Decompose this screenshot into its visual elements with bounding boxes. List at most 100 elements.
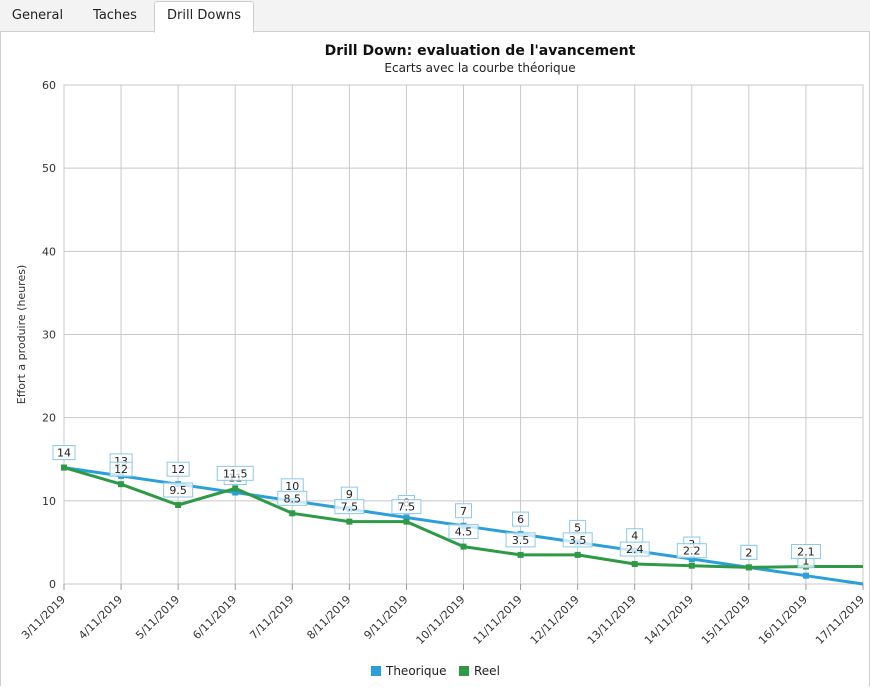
data-label-box bbox=[619, 541, 650, 557]
drill-down-panel: 0 10 20 30 40 50 60 3/11/2019 4/11/2019 5/11/2019… bbox=[0, 32, 870, 686]
y-tick-label: 40 bbox=[42, 245, 56, 258]
data-label-text: 3.5 bbox=[512, 534, 530, 547]
y-tick-label: 50 bbox=[42, 162, 56, 175]
series-point-theorique bbox=[232, 489, 239, 496]
x-tick-label: 10/11/2019 bbox=[414, 593, 468, 647]
y-tick-label: 0 bbox=[49, 578, 56, 591]
series-point-reel bbox=[688, 562, 695, 569]
data-label-box bbox=[216, 465, 254, 481]
legend-label-reel: Reel bbox=[474, 664, 500, 678]
data-label-reel: 2.4 bbox=[619, 541, 650, 557]
data-label-reel: 9.5 bbox=[163, 482, 194, 498]
data-label-text: 6 bbox=[517, 513, 524, 526]
series-point-reel bbox=[346, 518, 353, 525]
data-label-text: 2.4 bbox=[626, 543, 644, 556]
data-label-theorique: 9 bbox=[340, 486, 358, 502]
data-label-theorique: 4 bbox=[626, 528, 644, 544]
x-tick-label: 15/11/2019 bbox=[699, 593, 753, 647]
series-point-theorique bbox=[802, 572, 809, 579]
data-label-text: 2 bbox=[745, 546, 752, 559]
data-label-box bbox=[334, 499, 365, 515]
data-label-text: 14 bbox=[57, 447, 71, 460]
y-tick-label: 10 bbox=[42, 495, 56, 508]
series-point-reel bbox=[61, 464, 67, 471]
data-label-reel: 2.1 bbox=[790, 544, 821, 560]
series-point-reel bbox=[232, 485, 239, 492]
data-label-text: 10 bbox=[285, 480, 299, 493]
data-label-box bbox=[676, 543, 707, 559]
data-label-text: 12 bbox=[114, 463, 128, 476]
data-label-text: 4 bbox=[631, 530, 638, 543]
data-label-text: 7.5 bbox=[341, 501, 359, 514]
data-label-box bbox=[52, 445, 76, 461]
data-label-box bbox=[790, 544, 821, 560]
data-label-box bbox=[448, 524, 479, 540]
chart-subtitle: Ecarts avec la courbe théorique bbox=[384, 61, 575, 75]
data-label-box bbox=[277, 490, 308, 506]
data-label-theorique: 10 bbox=[280, 478, 304, 494]
data-label-theorique: 5 bbox=[569, 519, 587, 535]
data-label-box bbox=[740, 544, 758, 560]
data-label-text: 9.5 bbox=[169, 484, 187, 497]
series-point-reel bbox=[745, 564, 752, 571]
tab-bar: General Taches Drill Downs bbox=[0, 0, 870, 33]
data-label-box bbox=[512, 511, 530, 527]
x-tick-label: 13/11/2019 bbox=[585, 593, 639, 647]
tab-drill-downs[interactable]: Drill Downs bbox=[154, 1, 254, 33]
data-label-reel: 4.5 bbox=[448, 524, 479, 540]
data-label-reel: 2 bbox=[740, 544, 758, 560]
x-tick-label: 14/11/2019 bbox=[642, 593, 696, 647]
data-label-text: 7.5 bbox=[398, 501, 416, 514]
data-label-text: 1 bbox=[802, 555, 809, 568]
data-label-reel: 12 bbox=[109, 461, 133, 477]
data-label-theorique: 7 bbox=[455, 503, 472, 519]
data-label-box bbox=[505, 532, 536, 548]
series-point-reel bbox=[460, 543, 467, 550]
data-label-theorique: 6 bbox=[512, 511, 530, 527]
data-label-reel: 7.5 bbox=[334, 499, 365, 515]
x-tick-label: 16/11/2019 bbox=[756, 593, 810, 647]
y-tick-label: 30 bbox=[42, 329, 56, 342]
legend-swatch-reel bbox=[459, 666, 469, 676]
series-point-reel bbox=[175, 501, 182, 508]
y-tick-label: 60 bbox=[42, 79, 56, 92]
x-tick-label: 17/11/2019 bbox=[813, 593, 867, 647]
data-label-text: 8.5 bbox=[284, 492, 302, 505]
data-label-reel: 11.5 bbox=[216, 465, 254, 481]
data-label-box bbox=[562, 532, 593, 548]
y-tick-label: 20 bbox=[42, 412, 56, 425]
data-label-reel: 7.5 bbox=[391, 499, 422, 515]
data-label-text: 3.5 bbox=[569, 534, 587, 547]
data-label-reel: 2.2 bbox=[676, 543, 707, 559]
series-point-reel bbox=[574, 551, 581, 558]
data-label-box bbox=[166, 461, 190, 477]
data-label-text: 5 bbox=[574, 521, 581, 534]
x-tick-label: 3/11/2019 bbox=[19, 593, 68, 642]
data-label-text: 2.2 bbox=[683, 545, 701, 558]
tab-general[interactable]: General bbox=[11, 8, 64, 23]
x-tick-label: 9/11/2019 bbox=[361, 593, 410, 642]
drill-down-chart: 0 10 20 30 40 50 60 3/11/2019 4/11/2019 5/11/2019… bbox=[15, 43, 867, 678]
series-point-reel bbox=[631, 561, 638, 568]
y-axis-label: Effort a produire (heures) bbox=[15, 265, 28, 404]
data-label-reel: 14 bbox=[52, 445, 76, 461]
chart-title: Drill Down: evaluation de l'avancement bbox=[325, 43, 636, 59]
legend-label-theorique: Theorique bbox=[385, 664, 447, 678]
series-point-reel bbox=[118, 481, 125, 488]
tab-taches[interactable]: Taches bbox=[93, 8, 137, 23]
x-tick-label: 5/11/2019 bbox=[133, 593, 182, 642]
series-point-reel bbox=[517, 551, 524, 558]
data-label-text: 2.1 bbox=[797, 546, 815, 559]
x-tick-label: 12/11/2019 bbox=[528, 593, 582, 647]
data-label-box bbox=[109, 461, 133, 477]
x-tick-label: 8/11/2019 bbox=[304, 593, 353, 642]
data-label-reel: 8.5 bbox=[277, 490, 308, 506]
data-label-text: 11.5 bbox=[223, 467, 248, 480]
data-label-text: 4.5 bbox=[455, 526, 473, 539]
data-label-reel: 3.5 bbox=[505, 532, 536, 548]
data-label-reel: 3.5 bbox=[562, 532, 593, 548]
x-tick-label: 11/11/2019 bbox=[471, 593, 525, 647]
data-label-box bbox=[163, 482, 194, 498]
series-point-theorique bbox=[403, 514, 410, 521]
x-tick-label: 6/11/2019 bbox=[190, 593, 239, 642]
